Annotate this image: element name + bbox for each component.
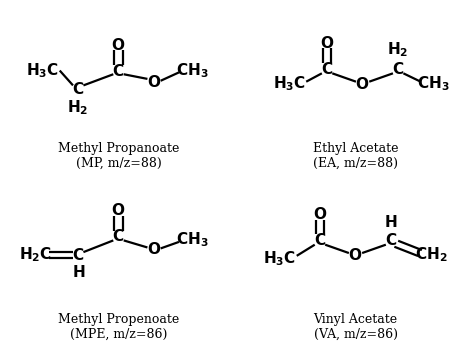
Text: $\mathbf{CH_3}$: $\mathbf{CH_3}$ — [176, 231, 208, 250]
Text: (MP, m/z=88): (MP, m/z=88) — [76, 157, 161, 170]
Text: Ethyl Acetate: Ethyl Acetate — [313, 142, 398, 155]
Text: $\mathbf{C}$: $\mathbf{C}$ — [72, 247, 84, 263]
Text: $\mathbf{C}$: $\mathbf{C}$ — [385, 232, 397, 248]
Text: $\mathbf{C}$: $\mathbf{C}$ — [321, 61, 333, 77]
Text: (MPE, m/z=86): (MPE, m/z=86) — [70, 328, 167, 341]
Text: $\mathbf{O}$: $\mathbf{O}$ — [111, 202, 126, 218]
Text: $\mathbf{C}$: $\mathbf{C}$ — [72, 81, 84, 97]
Text: (VA, m/z=86): (VA, m/z=86) — [313, 328, 398, 341]
Text: $\mathbf{C}$: $\mathbf{C}$ — [112, 62, 125, 79]
Text: $\mathbf{H_2C}$: $\mathbf{H_2C}$ — [19, 246, 52, 264]
Text: $\mathbf{CH_3}$: $\mathbf{CH_3}$ — [418, 74, 450, 93]
Text: $\mathbf{CH_3}$: $\mathbf{CH_3}$ — [176, 61, 208, 80]
Text: Vinyl Acetate: Vinyl Acetate — [313, 313, 398, 326]
Text: $\mathbf{O}$: $\mathbf{O}$ — [356, 76, 370, 91]
Text: $\mathbf{C}$: $\mathbf{C}$ — [314, 232, 326, 248]
Text: $\mathbf{H_2}$: $\mathbf{H_2}$ — [67, 98, 89, 117]
Text: $\mathbf{H_3C}$: $\mathbf{H_3C}$ — [273, 74, 306, 93]
Text: $\mathbf{C}$: $\mathbf{C}$ — [112, 228, 125, 244]
Text: $\mathbf{O}$: $\mathbf{O}$ — [348, 247, 363, 263]
Text: $\mathbf{H_3C}$: $\mathbf{H_3C}$ — [263, 249, 296, 268]
Text: $\mathbf{CH_2}$: $\mathbf{CH_2}$ — [415, 246, 447, 264]
Text: $\mathbf{O}$: $\mathbf{O}$ — [147, 241, 161, 257]
Text: $\mathbf{H_3C}$: $\mathbf{H_3C}$ — [26, 61, 59, 80]
Text: $\mathbf{O}$: $\mathbf{O}$ — [147, 74, 161, 90]
Text: $\mathbf{H}$: $\mathbf{H}$ — [384, 215, 398, 230]
Text: $\mathbf{O}$: $\mathbf{O}$ — [111, 36, 126, 52]
Text: $\mathbf{C}$: $\mathbf{C}$ — [392, 61, 404, 77]
Text: $\mathbf{H}$: $\mathbf{H}$ — [72, 263, 85, 280]
Text: Methyl Propenoate: Methyl Propenoate — [58, 313, 179, 326]
Text: $\mathbf{O}$: $\mathbf{O}$ — [320, 35, 334, 51]
Text: Methyl Propanoate: Methyl Propanoate — [58, 142, 179, 155]
Text: $\mathbf{O}$: $\mathbf{O}$ — [313, 206, 327, 222]
Text: (EA, m/z=88): (EA, m/z=88) — [313, 157, 398, 170]
Text: $\mathbf{H_2}$: $\mathbf{H_2}$ — [387, 41, 409, 60]
